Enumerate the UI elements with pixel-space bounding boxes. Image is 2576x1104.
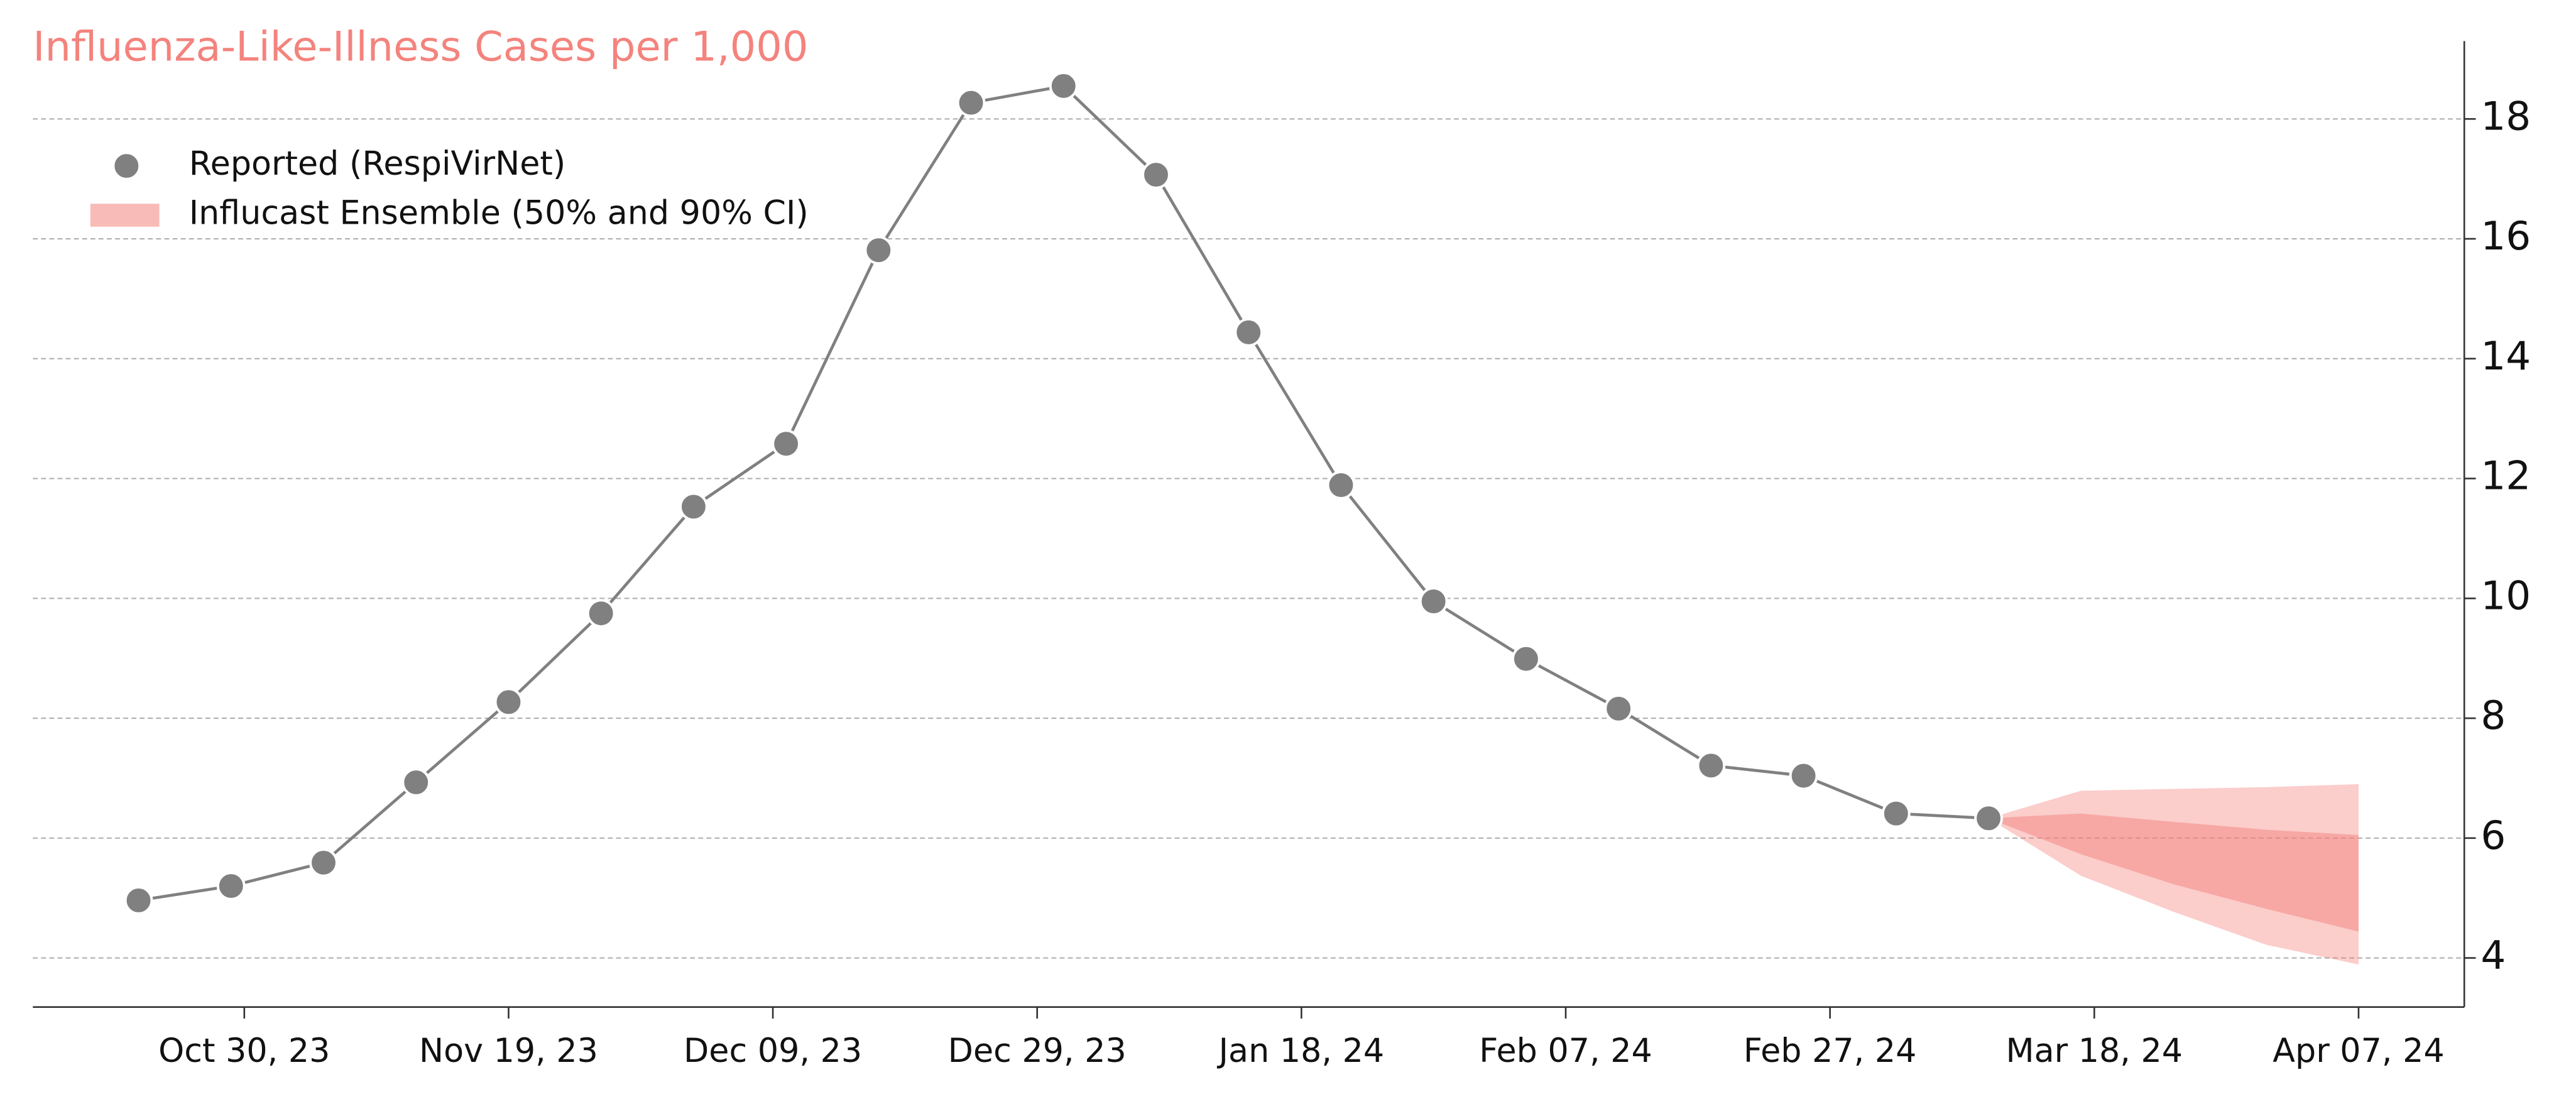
data-point bbox=[1974, 804, 2003, 833]
data-point bbox=[772, 429, 801, 459]
data-point bbox=[1049, 72, 1078, 101]
chart-title: Influenza-Like-Illness Cases per 1,000 bbox=[33, 23, 808, 71]
x-tick-label: Jan 18, 24 bbox=[1217, 1032, 1385, 1070]
y-tick-label: 14 bbox=[2480, 333, 2531, 379]
x-tick-label: Feb 07, 24 bbox=[1479, 1032, 1652, 1070]
data-point bbox=[1512, 644, 1541, 674]
data-point bbox=[401, 768, 431, 797]
y-tick-label: 12 bbox=[2480, 453, 2531, 499]
x-tick-label: Dec 09, 23 bbox=[684, 1032, 862, 1070]
x-tick-label: Dec 29, 23 bbox=[948, 1032, 1127, 1070]
data-point bbox=[864, 236, 893, 265]
legend-label: Reported (RespiVirNet) bbox=[189, 145, 566, 183]
data-point bbox=[494, 687, 523, 717]
data-point bbox=[1789, 761, 1818, 790]
y-tick-label: 16 bbox=[2480, 213, 2531, 259]
y-tick-label: 8 bbox=[2480, 692, 2506, 738]
y-tick-label: 18 bbox=[2480, 93, 2531, 139]
x-tick-label: Feb 27, 24 bbox=[1744, 1032, 1916, 1070]
legend-patch bbox=[90, 204, 160, 227]
data-point bbox=[1881, 799, 1911, 828]
data-point bbox=[1604, 694, 1634, 723]
data-point bbox=[1234, 317, 1263, 347]
data-point bbox=[1326, 471, 1356, 500]
x-tick-label: Apr 07, 24 bbox=[2273, 1032, 2444, 1070]
data-point bbox=[124, 886, 153, 915]
legend-marker bbox=[112, 151, 141, 180]
data-point bbox=[1419, 587, 1448, 616]
x-tick-label: Oct 30, 23 bbox=[158, 1032, 330, 1070]
ci-50-band bbox=[1989, 813, 2359, 932]
data-point bbox=[679, 492, 708, 522]
data-point bbox=[1696, 751, 1726, 780]
data-point bbox=[956, 88, 986, 118]
data-point bbox=[1142, 160, 1171, 189]
x-tick-label: Mar 18, 24 bbox=[2006, 1032, 2183, 1070]
y-tick-label: 4 bbox=[2480, 932, 2506, 978]
data-point bbox=[216, 872, 246, 900]
data-point bbox=[586, 599, 616, 628]
legend-label: Influcast Ensemble (50% and 90% CI) bbox=[189, 194, 809, 232]
data-point bbox=[309, 848, 338, 877]
y-tick-label: 6 bbox=[2480, 812, 2506, 858]
y-tick-label: 10 bbox=[2480, 572, 2531, 618]
x-tick-label: Nov 19, 23 bbox=[419, 1032, 598, 1070]
